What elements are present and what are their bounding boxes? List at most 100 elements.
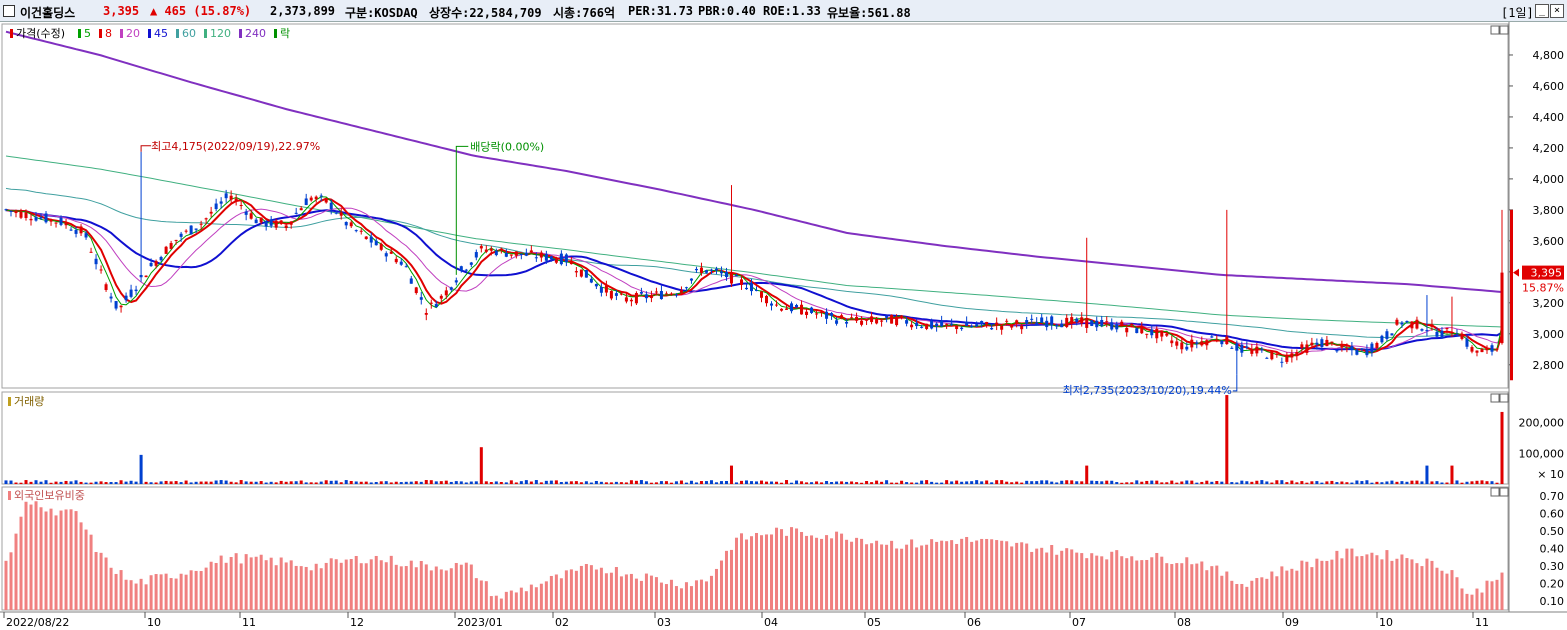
foreign-ratio-bar: [374, 555, 378, 610]
candle-body: [499, 248, 503, 250]
volume-bar: [1480, 480, 1484, 484]
candle-body: [104, 284, 108, 290]
volume-bar: [474, 481, 478, 484]
foreign-ratio-bar: [945, 541, 949, 610]
candle-body: [459, 266, 463, 271]
candle-body: [454, 280, 458, 283]
candle-body: [1180, 342, 1184, 350]
foreign-ratio-bar: [1225, 571, 1229, 610]
candle-body: [1415, 319, 1419, 329]
foreign-ratio-bar: [574, 570, 578, 610]
candle-body: [940, 320, 944, 327]
candle-body: [770, 303, 774, 306]
candle-body: [589, 278, 593, 283]
foreign-ratio-bar: [684, 582, 688, 610]
foreign-ratio-bar: [1250, 580, 1254, 610]
candle-body: [1435, 331, 1439, 337]
foreign-ratio-bar: [915, 547, 919, 610]
candle-body: [349, 222, 353, 227]
volume-bar: [39, 481, 43, 484]
candle-body: [1490, 345, 1494, 352]
volume-bar: [1100, 481, 1104, 484]
volume-bar: [980, 481, 984, 484]
volume-bar: [519, 481, 523, 484]
foreign-ratio-bar: [404, 566, 408, 610]
foreign-ratio-bar: [509, 590, 513, 610]
candle-body: [1350, 346, 1354, 351]
price-tag-value: 3,395: [1531, 267, 1563, 280]
foreign-ratio-bar: [1200, 561, 1204, 610]
volume-legend-label: 거래량: [14, 395, 44, 408]
candle-body: [464, 269, 468, 271]
candle-body: [1160, 330, 1164, 337]
volume-bar: [1010, 482, 1014, 484]
minimize-icon[interactable]: _: [1535, 4, 1549, 18]
volume-bar: [1300, 481, 1304, 484]
foreign-ratio-bar: [24, 501, 28, 610]
candle-body: [384, 253, 388, 257]
volume-bar: [1150, 480, 1154, 484]
foreign-ratio-bar: [559, 578, 563, 610]
ma-legend-label: 8: [105, 27, 112, 40]
candle-body: [1010, 325, 1014, 328]
select-checkbox[interactable]: [3, 5, 15, 17]
candle-body: [1295, 351, 1299, 357]
candle-body: [299, 208, 303, 211]
volume-bar: [1485, 481, 1489, 484]
period-selector[interactable]: [1일]: [1501, 6, 1534, 20]
volume-bar: [805, 482, 809, 484]
candle-body: [1065, 317, 1069, 327]
foreign-ratio-bar: [34, 501, 38, 610]
volume-bar: [1425, 465, 1429, 484]
volume-bar: [29, 481, 33, 484]
foreign-ratio-bar: [729, 549, 733, 610]
candle-body: [699, 267, 703, 273]
volume-bar: [1285, 482, 1289, 484]
volume-bar: [885, 480, 889, 484]
candle-body: [1315, 342, 1319, 345]
volume-bar: [875, 480, 879, 484]
foreign-ratio-bar: [995, 540, 999, 610]
foreign-ratio-bar: [875, 540, 879, 610]
foreign-legend-label: 외국인보유비중: [14, 489, 85, 502]
candle-body: [1215, 339, 1219, 341]
foreign-ratio-bar: [1350, 548, 1354, 610]
volume-bar: [679, 480, 683, 484]
volume-bar: [759, 480, 764, 484]
foreign-ratio-bar: [189, 570, 193, 610]
foreign-ratio-bar: [1440, 570, 1444, 610]
chart-area[interactable]: 2,8003,0003,2003,4003,6003,8004,0004,200…: [0, 22, 1567, 630]
x-tick-label: 12: [350, 616, 364, 629]
volume-bar: [219, 480, 223, 484]
foreign-panel-close-icon: [1499, 487, 1509, 497]
foreign-ratio-bar: [1335, 550, 1339, 610]
volume-bar: [434, 481, 438, 484]
close-icon[interactable]: ×: [1550, 4, 1564, 18]
volume-bar: [339, 482, 343, 484]
volume-bar: [1080, 481, 1084, 484]
candle-body: [759, 291, 764, 298]
volume-bar: [554, 480, 558, 484]
candle-body: [1365, 349, 1369, 356]
candle-body: [249, 213, 253, 219]
candle-body: [559, 253, 563, 265]
foreign-ratio-bar: [344, 559, 348, 610]
candle-body: [1385, 331, 1389, 339]
volume-bar: [209, 481, 213, 484]
foreign-ratio-bar: [795, 528, 799, 610]
volume-bar: [559, 482, 563, 484]
candle-body: [1360, 348, 1364, 350]
foreign-ratio-bar: [514, 592, 518, 610]
volume-bar: [1305, 482, 1309, 484]
volume-bar: [674, 481, 678, 484]
candle-body: [1400, 322, 1404, 325]
candle-body: [49, 219, 53, 222]
foreign-ratio-bar: [314, 563, 318, 610]
foreign-ratio-bar: [1015, 542, 1019, 610]
foreign-ratio-bar: [339, 562, 343, 610]
volume-bar: [1215, 481, 1219, 484]
foreign-ratio-bar: [1395, 558, 1399, 610]
candle-body: [189, 225, 193, 235]
candle-body: [689, 278, 693, 281]
